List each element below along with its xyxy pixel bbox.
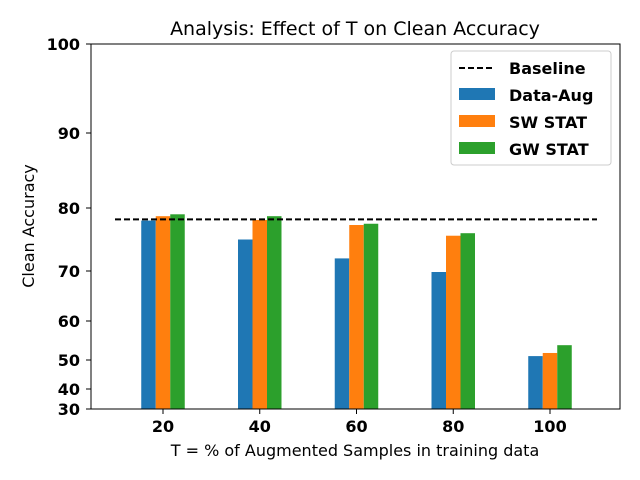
x-tick-label: 20 <box>152 417 174 436</box>
y-tick-label: 100 <box>47 35 80 54</box>
bar-data-aug <box>431 272 446 409</box>
legend-sw-stat-swatch <box>459 115 495 127</box>
plot-frame <box>90 43 621 410</box>
x-tick-label: 40 <box>249 417 271 436</box>
legend-data-aug-label: Data-Aug <box>509 86 593 105</box>
legend-frame <box>450 50 612 166</box>
x-tick-label: 80 <box>442 417 464 436</box>
bar-gw-stat <box>363 223 379 409</box>
legend-gw-stat-swatch <box>459 142 495 154</box>
bar-sw-stat <box>252 219 267 409</box>
bar-gw-stat <box>170 214 185 409</box>
legend-gw-stat-label: GW STAT <box>509 140 589 159</box>
bar-gw-stat <box>460 233 475 409</box>
y-tick-label: 80 <box>58 199 80 218</box>
y-tick-label: 40 <box>58 380 80 399</box>
bar-sw-stat <box>542 352 558 409</box>
x-tick-label: 60 <box>345 417 367 436</box>
chart-title: Analysis: Effect of T on Clean Accuracy <box>170 18 540 40</box>
bar-gw-stat <box>267 216 282 409</box>
bar-data-aug <box>141 220 156 409</box>
y-tick-label: 30 <box>58 400 80 419</box>
bar-data-aug <box>528 356 543 409</box>
y-tick-label: 90 <box>58 124 80 143</box>
legend-sw-stat-label: SW STAT <box>509 113 587 132</box>
bar-sw-stat <box>155 216 171 409</box>
bar-data-aug <box>238 239 253 409</box>
y-tick-label: 70 <box>58 262 80 281</box>
x-tick-label: 100 <box>533 417 566 436</box>
bar-data-aug <box>334 258 350 409</box>
legend-baseline-label: Baseline <box>509 59 586 78</box>
x-axis-label: T = % of Augmented Samples in training d… <box>170 441 540 460</box>
y-tick-label: 50 <box>58 351 80 370</box>
legend: Baseline Data-Aug SW STAT GW STAT <box>450 50 612 166</box>
bar-sw-stat <box>446 235 461 409</box>
y-tick-label: 60 <box>58 312 80 331</box>
legend-data-aug-swatch <box>459 88 495 100</box>
bar-sw-stat <box>349 225 364 409</box>
bar-gw-stat <box>557 345 572 409</box>
y-axis-label: Clean Accuracy <box>19 164 38 288</box>
